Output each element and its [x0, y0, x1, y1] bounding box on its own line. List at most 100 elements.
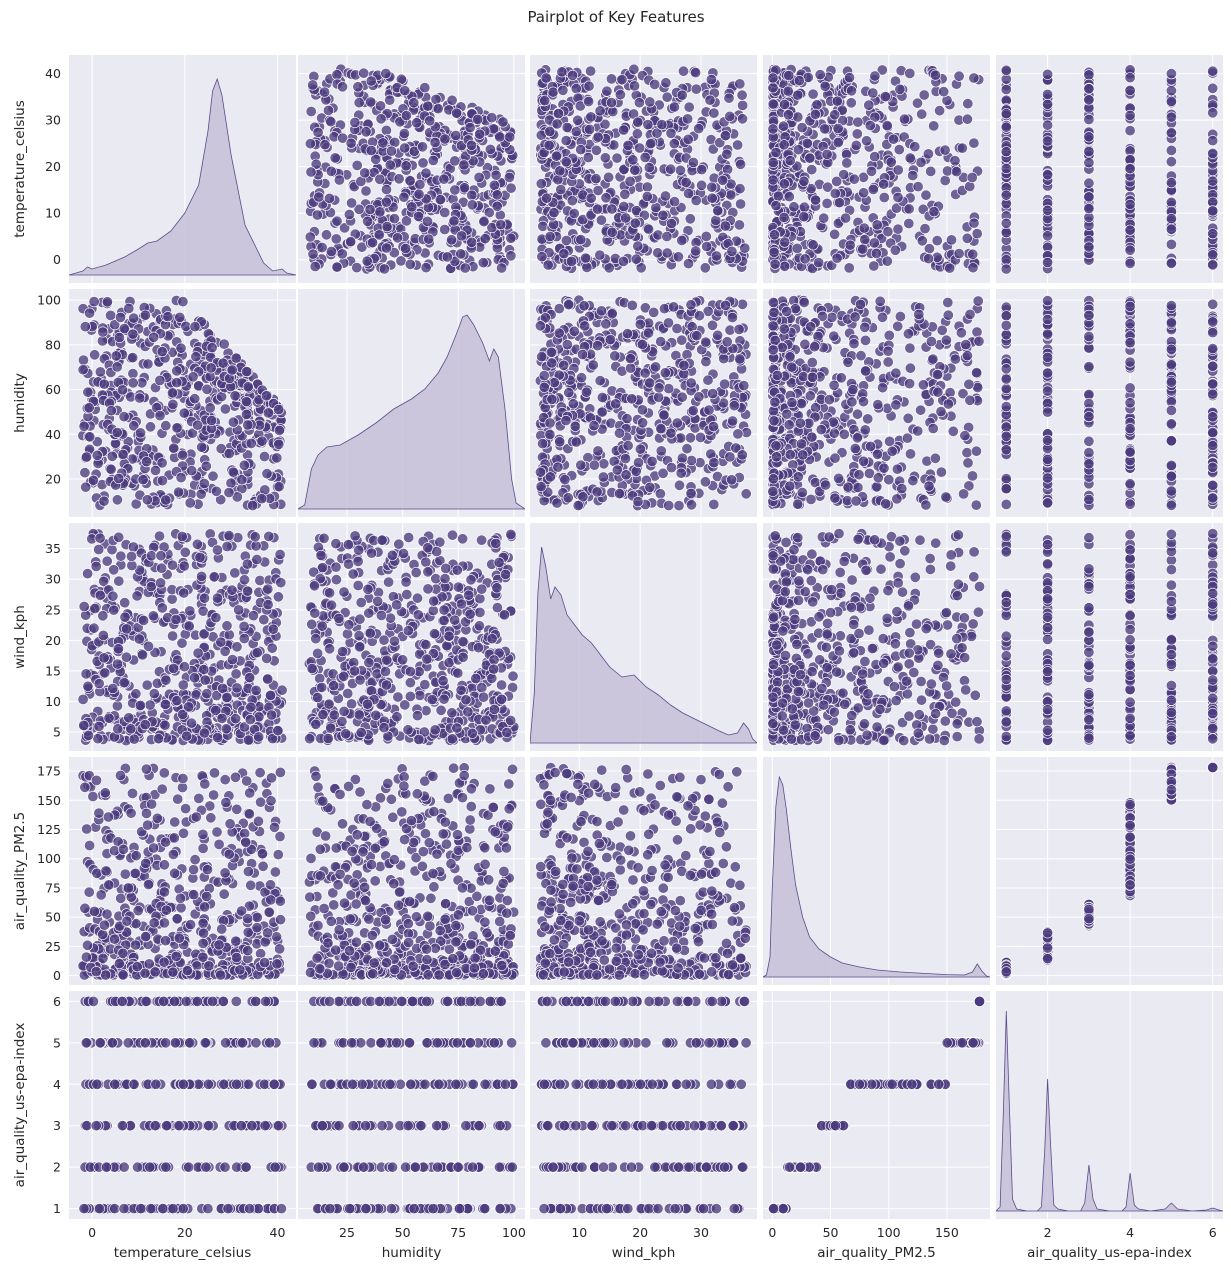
scatter-point — [805, 493, 817, 505]
scatter-point — [1165, 177, 1177, 189]
scatter-point — [893, 144, 905, 156]
scatter-point — [903, 203, 915, 215]
scatter-point — [111, 361, 123, 373]
scatter-point — [835, 372, 847, 384]
scatter-point — [565, 255, 577, 267]
scatter-point — [535, 178, 547, 190]
scatter-point — [262, 673, 274, 685]
scatter-point — [580, 252, 592, 264]
scatter-point — [1207, 298, 1219, 310]
scatter-point — [547, 86, 559, 98]
scatter-point — [804, 390, 816, 402]
scatter-point — [534, 466, 546, 478]
scatter-point — [801, 137, 813, 149]
scatter-point — [920, 189, 932, 201]
scatter-point — [322, 104, 334, 116]
scatter-point — [312, 126, 324, 138]
scatter-point — [242, 419, 254, 431]
scatter-point — [273, 481, 285, 493]
scatter-point — [560, 235, 572, 247]
scatter-point — [732, 139, 744, 151]
scatter-point — [101, 296, 113, 308]
scatter-point — [551, 497, 563, 509]
scatter-point — [953, 70, 965, 82]
scatter-point — [1042, 135, 1054, 147]
scatter-point — [399, 85, 411, 97]
scatter-point — [841, 157, 853, 169]
scatter-point — [844, 239, 856, 251]
scatter-point — [700, 336, 712, 348]
scatter-point — [885, 156, 897, 168]
scatter-point — [852, 116, 864, 128]
scatter-point — [892, 164, 904, 176]
scatter-point — [171, 365, 183, 377]
scatter-point — [539, 95, 551, 107]
scatter-point — [960, 339, 972, 351]
scatter-point — [660, 77, 672, 89]
scatter-point — [832, 137, 844, 149]
scatter-layer — [1000, 295, 1219, 511]
scatter-point — [1042, 328, 1054, 340]
scatter-point — [833, 197, 845, 209]
scatter-point — [505, 250, 517, 262]
kde-curve-humidity — [298, 314, 525, 510]
scatter-point — [966, 172, 978, 184]
scatter-point — [931, 235, 943, 247]
scatter-point — [901, 432, 913, 444]
scatter-point — [204, 402, 216, 414]
scatter-point — [854, 298, 866, 310]
scatter-point — [685, 299, 697, 311]
scatter-point — [1165, 85, 1177, 97]
scatter-point — [661, 247, 673, 259]
scatter-point — [706, 319, 718, 331]
scatter-point — [1207, 440, 1219, 452]
scatter-point — [665, 163, 677, 175]
y-axis-label: temperature_celsius — [12, 100, 28, 237]
scatter-point — [271, 452, 283, 464]
scatter-point — [154, 410, 166, 422]
y-tick-label: 20 — [45, 159, 61, 174]
scatter-point — [94, 366, 106, 378]
scatter-point — [1124, 244, 1136, 256]
scatter-point — [940, 491, 952, 503]
scatter-point — [904, 152, 916, 164]
scatter-point — [251, 553, 263, 565]
scatter-point — [676, 89, 688, 101]
scatter-point — [868, 237, 880, 249]
scatter-point — [847, 384, 859, 396]
scatter-point — [1083, 309, 1095, 321]
scatter-point — [374, 206, 386, 218]
scatter-point — [488, 179, 500, 191]
scatter-point — [791, 242, 803, 254]
scatter-point — [770, 451, 782, 463]
scatter-point — [859, 321, 871, 333]
scatter-point — [799, 253, 811, 265]
scatter-point — [156, 346, 168, 358]
scatter-point — [652, 247, 664, 259]
scatter-point — [907, 475, 919, 487]
scatter-point — [735, 158, 747, 170]
scatter-point — [118, 411, 130, 423]
scatter-point — [466, 199, 478, 211]
scatter-point — [566, 195, 578, 207]
scatter-point — [97, 326, 109, 338]
scatter-point — [227, 654, 239, 666]
scatter-point — [953, 248, 965, 260]
scatter-point — [360, 185, 372, 197]
scatter-point — [707, 420, 719, 432]
scatter-point — [230, 352, 242, 364]
scatter-point — [671, 322, 683, 334]
scatter-point — [79, 321, 91, 333]
scatter-point — [708, 457, 720, 469]
scatter-point — [1042, 406, 1054, 418]
scatter-point — [84, 307, 96, 319]
scatter-point — [195, 488, 207, 500]
scatter-point — [171, 422, 183, 434]
scatter-point — [955, 327, 967, 339]
scatter-point — [1042, 230, 1054, 242]
scatter-point — [230, 668, 242, 680]
scatter-point — [384, 94, 396, 106]
scatter-point — [166, 593, 178, 605]
scatter-point — [831, 95, 843, 107]
scatter-point — [674, 164, 686, 176]
